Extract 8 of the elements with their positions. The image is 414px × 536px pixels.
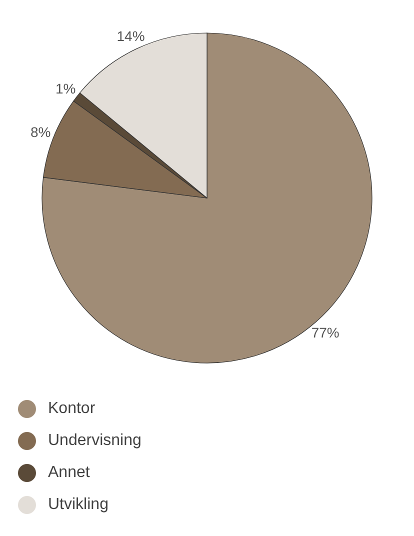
data-label: 77% (311, 324, 340, 340)
data-label: 1% (55, 80, 76, 96)
data-label: 14% (116, 28, 145, 44)
legend-label: Annet (48, 464, 90, 482)
legend-label: Kontor (48, 400, 96, 418)
legend-label: Undervisning (48, 432, 142, 450)
data-label: 8% (30, 124, 51, 140)
legend-label: Utvikling (48, 496, 108, 514)
